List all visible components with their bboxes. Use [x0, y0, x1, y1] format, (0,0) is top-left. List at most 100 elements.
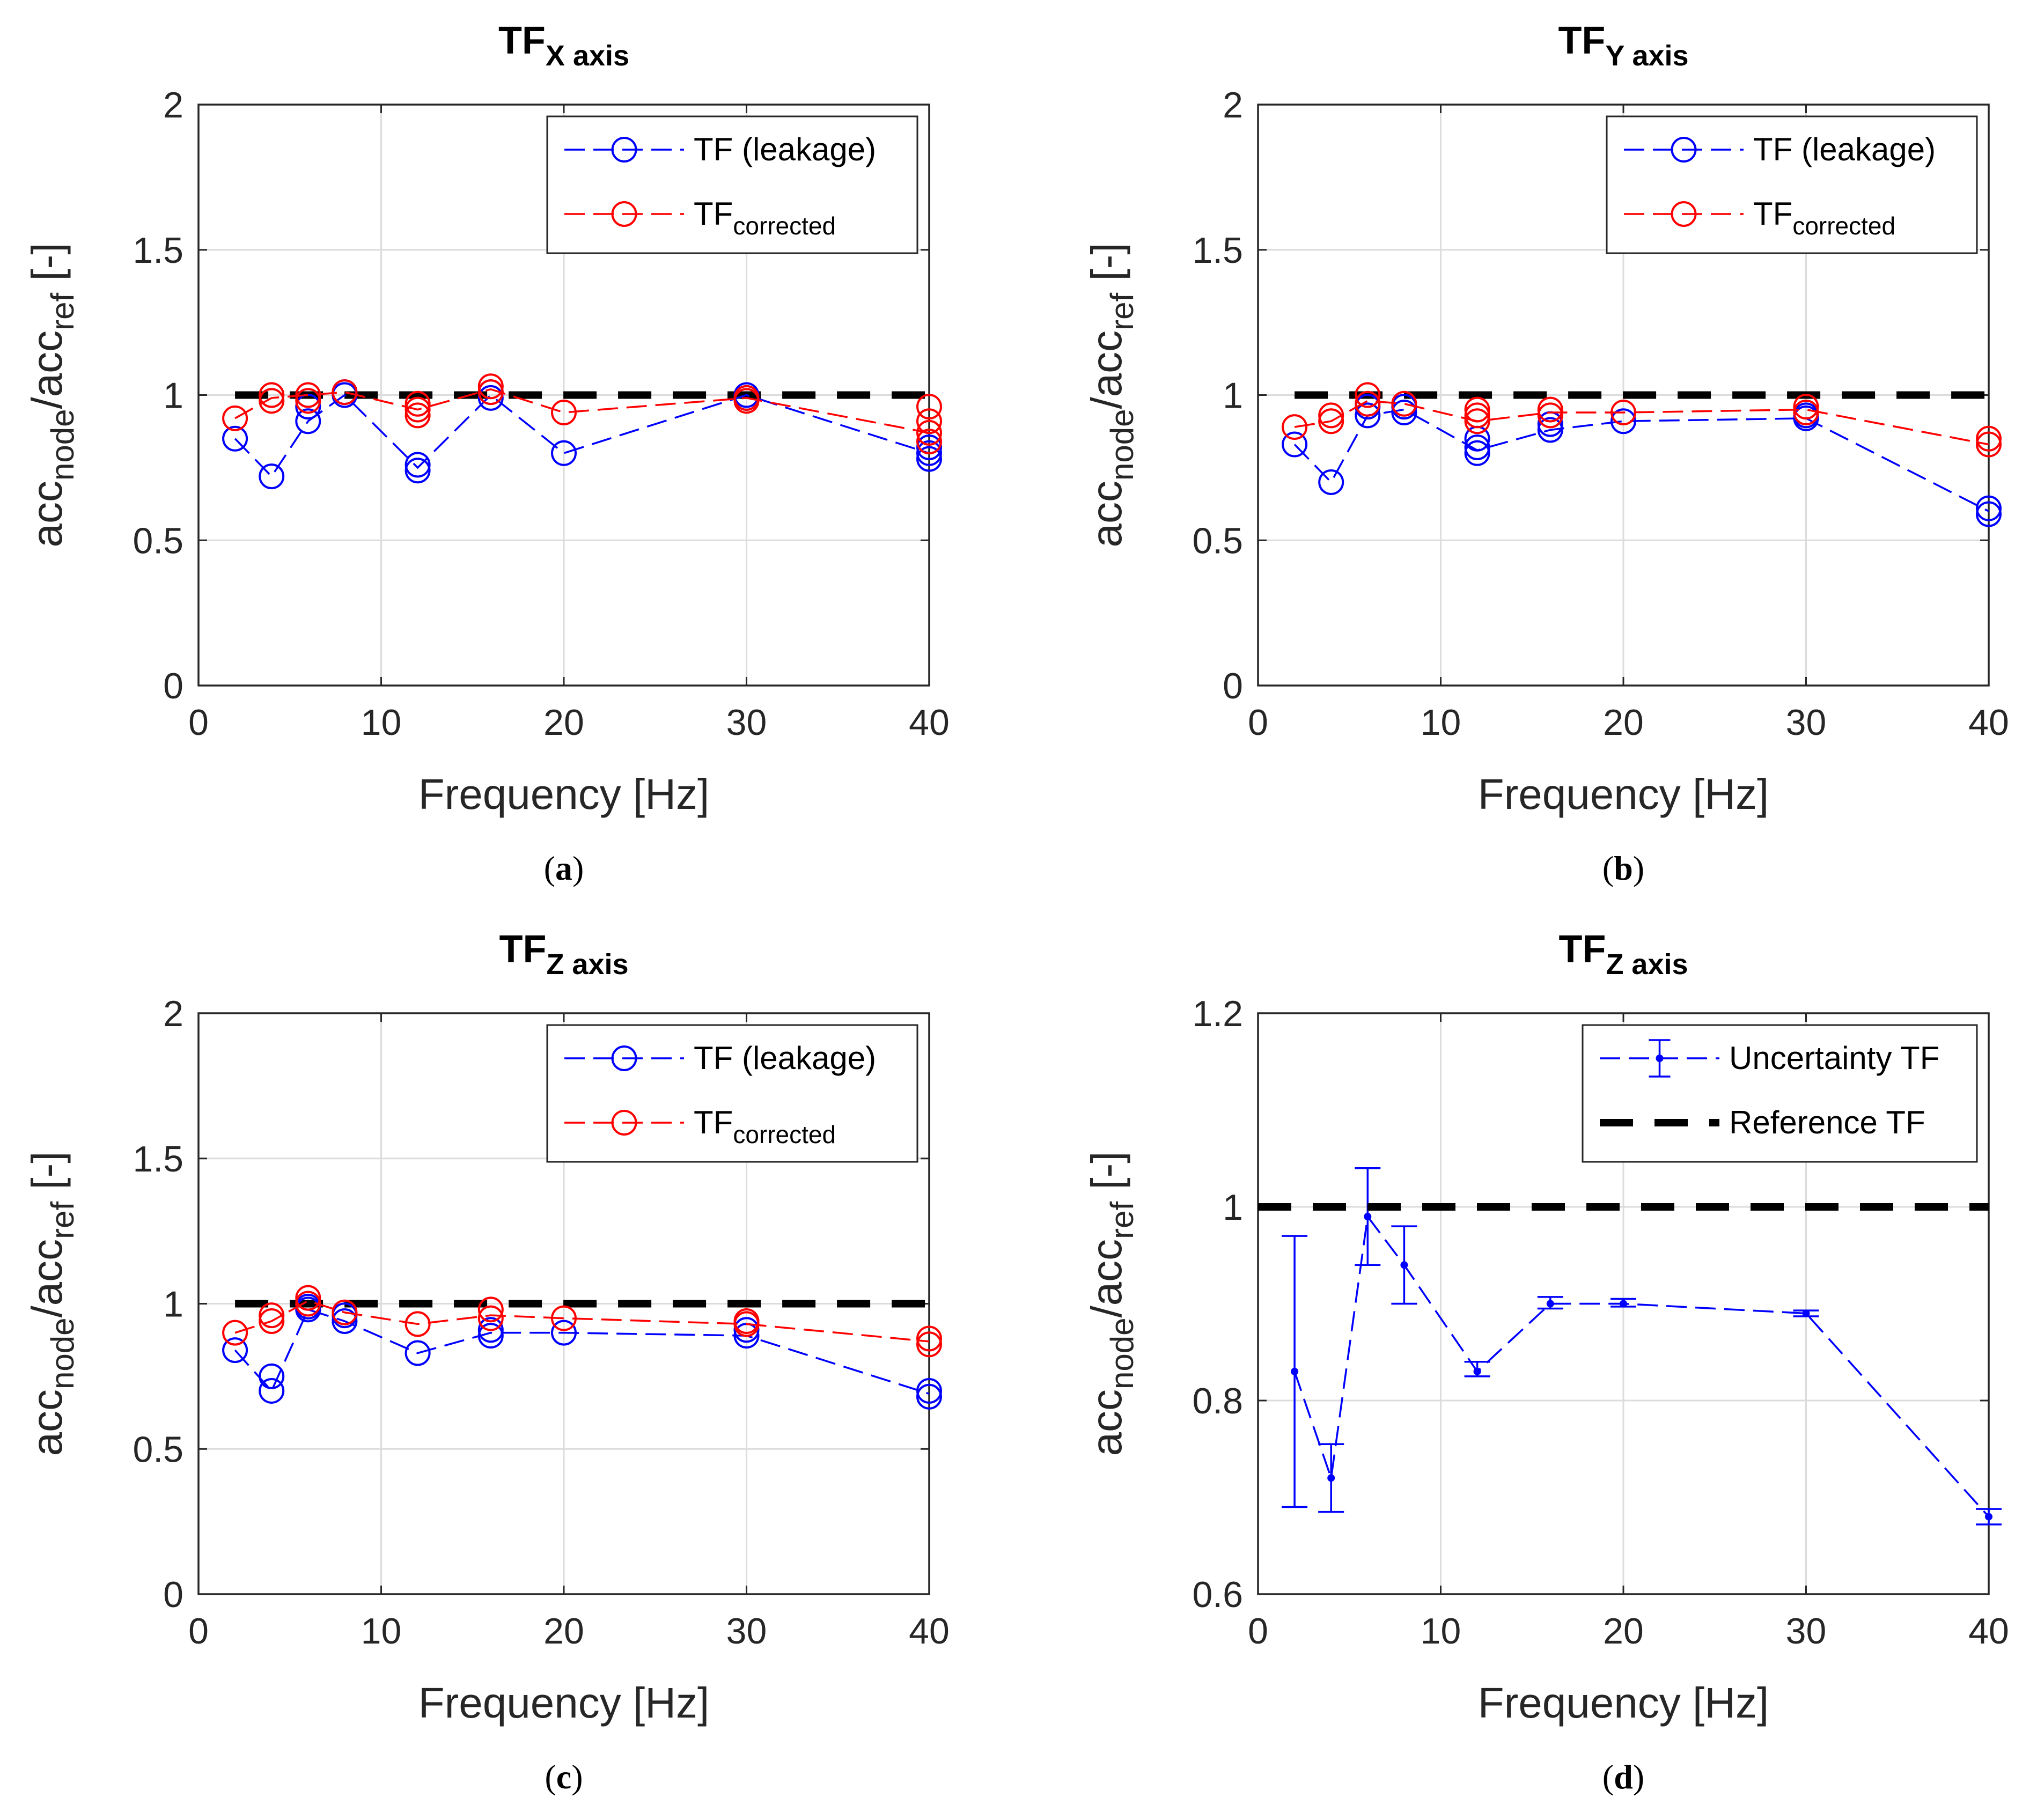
data-marker: [916, 408, 942, 434]
y-label-acc-ref: /acc: [23, 1239, 71, 1318]
series-line: [234, 1308, 930, 1395]
y-label-sub-ref: ref: [45, 1201, 80, 1239]
legend-swatch-dot: [1656, 1055, 1664, 1062]
x-tick-label: 10: [361, 1611, 402, 1652]
legend-box: [1606, 115, 1978, 254]
y-axis-label: accnode/accref [-]: [23, 1151, 80, 1456]
legend-swatch-marker: [611, 137, 637, 163]
data-marker: [916, 440, 942, 466]
chart-title-subscript: X axis: [546, 40, 629, 72]
data-marker: [916, 434, 942, 460]
data-marker: [295, 394, 321, 420]
data-marker: [259, 1308, 285, 1334]
data-point: [1400, 1261, 1408, 1269]
data-marker: [222, 405, 248, 431]
y-axis-label: accnode/accref [-]: [1083, 242, 1140, 547]
legend-swatch-marker: [1671, 201, 1697, 227]
data-point: [1620, 1300, 1627, 1308]
y-axis-label: accnode/accref [-]: [1083, 1151, 1140, 1456]
x-tick-label: 10: [1421, 1611, 1461, 1652]
chart-title-subscript: Z axis: [1606, 948, 1688, 981]
data-marker: [405, 390, 431, 417]
data-marker: [1464, 396, 1490, 423]
data-point: [1327, 1474, 1335, 1482]
series-line: [1293, 1214, 1990, 1517]
chart-title: TFY axis: [1558, 19, 1688, 72]
legend-label-main: TF (leakage): [694, 1040, 876, 1076]
caption-paren: (: [1602, 849, 1614, 887]
caption-paren: ): [1633, 849, 1644, 887]
data-marker: [1611, 408, 1636, 434]
data-point: [1473, 1367, 1481, 1375]
legend-label: TF (leakage): [1753, 131, 1936, 167]
x-tick-label: 0: [188, 1611, 209, 1652]
y-label-sub-node: node: [1104, 409, 1140, 481]
y-tick-label: 1: [1223, 375, 1243, 416]
y-tick-label: 1.5: [133, 1139, 183, 1180]
data-marker: [259, 388, 285, 414]
y-label-units: [-]: [1083, 242, 1130, 292]
data-marker: [733, 385, 760, 411]
data-point: [1802, 1309, 1810, 1317]
x-tick-label: 30: [1786, 1611, 1827, 1652]
legend-label-main: TF: [694, 196, 733, 232]
data-marker: [1976, 495, 2002, 521]
data-marker: [332, 1308, 358, 1334]
data-marker: [259, 1302, 285, 1329]
data-marker: [1793, 399, 1819, 425]
legend-swatch-marker: [611, 1110, 637, 1136]
y-tick-label: 1.5: [1192, 230, 1243, 271]
legend-swatch-marker: [611, 201, 637, 227]
data-marker: [1282, 414, 1308, 440]
legend-label-subscript: corrected: [1792, 212, 1895, 240]
legend-label: TFcorrected: [694, 1104, 836, 1148]
y-tick-label: 2: [163, 85, 183, 126]
panel-caption: (c): [545, 1758, 583, 1796]
y-label-acc-ref: /acc: [1083, 330, 1130, 409]
chart-title-subscript: Y axis: [1605, 40, 1688, 72]
data-marker: [1318, 469, 1344, 495]
data-marker: [259, 382, 285, 408]
data-marker: [1611, 399, 1636, 425]
y-tick-label: 0: [163, 1574, 183, 1615]
y-tick-label: 0.5: [133, 520, 183, 561]
y-label-sub-ref: ref: [1104, 1201, 1140, 1239]
y-label-acc-ref: /acc: [1083, 1239, 1130, 1318]
data-marker: [405, 458, 431, 484]
data-point: [1364, 1213, 1372, 1221]
legend-label-main: TF: [1753, 196, 1792, 232]
data-marker: [1793, 394, 1819, 420]
caption-letter: c: [556, 1758, 571, 1796]
y-label-acc: acc: [23, 1389, 71, 1456]
data-marker: [259, 1363, 285, 1389]
data-marker: [916, 1377, 942, 1404]
chart-title-main: TF: [498, 19, 546, 62]
data-marker: [1318, 402, 1344, 429]
x-tick-label: 30: [726, 1611, 767, 1652]
legend-label: TFcorrected: [694, 196, 836, 240]
y-tick-label: 1: [1223, 1187, 1243, 1228]
x-tick-label: 0: [188, 702, 209, 743]
data-marker: [222, 425, 248, 452]
data-marker: [1976, 431, 2002, 458]
data-marker: [1464, 440, 1490, 466]
data-marker: [259, 463, 285, 490]
data-marker: [477, 1296, 504, 1323]
data-point: [1985, 1513, 1992, 1521]
data-marker: [916, 1331, 942, 1358]
chart-title-subscript: Z axis: [546, 948, 628, 981]
panel-caption: (d): [1602, 1758, 1644, 1796]
legend-label: Uncertainty TF: [1729, 1040, 1939, 1076]
series-line: [234, 388, 930, 434]
y-label-acc-ref: /acc: [23, 330, 71, 409]
chart-panel-a: 0 10 20 30 40 0 0.5 1 1.5 2 TFX axis Frequency [Hz]…: [0, 0, 1018, 911]
legend-label-subscript: corrected: [733, 1121, 836, 1148]
data-marker: [405, 452, 431, 478]
data-marker: [222, 1320, 248, 1346]
data-marker: [1537, 417, 1563, 443]
data-point: [1291, 1367, 1299, 1375]
data-marker: [551, 1305, 577, 1331]
data-marker: [1464, 402, 1490, 429]
chart-title-main: TF: [499, 928, 546, 971]
